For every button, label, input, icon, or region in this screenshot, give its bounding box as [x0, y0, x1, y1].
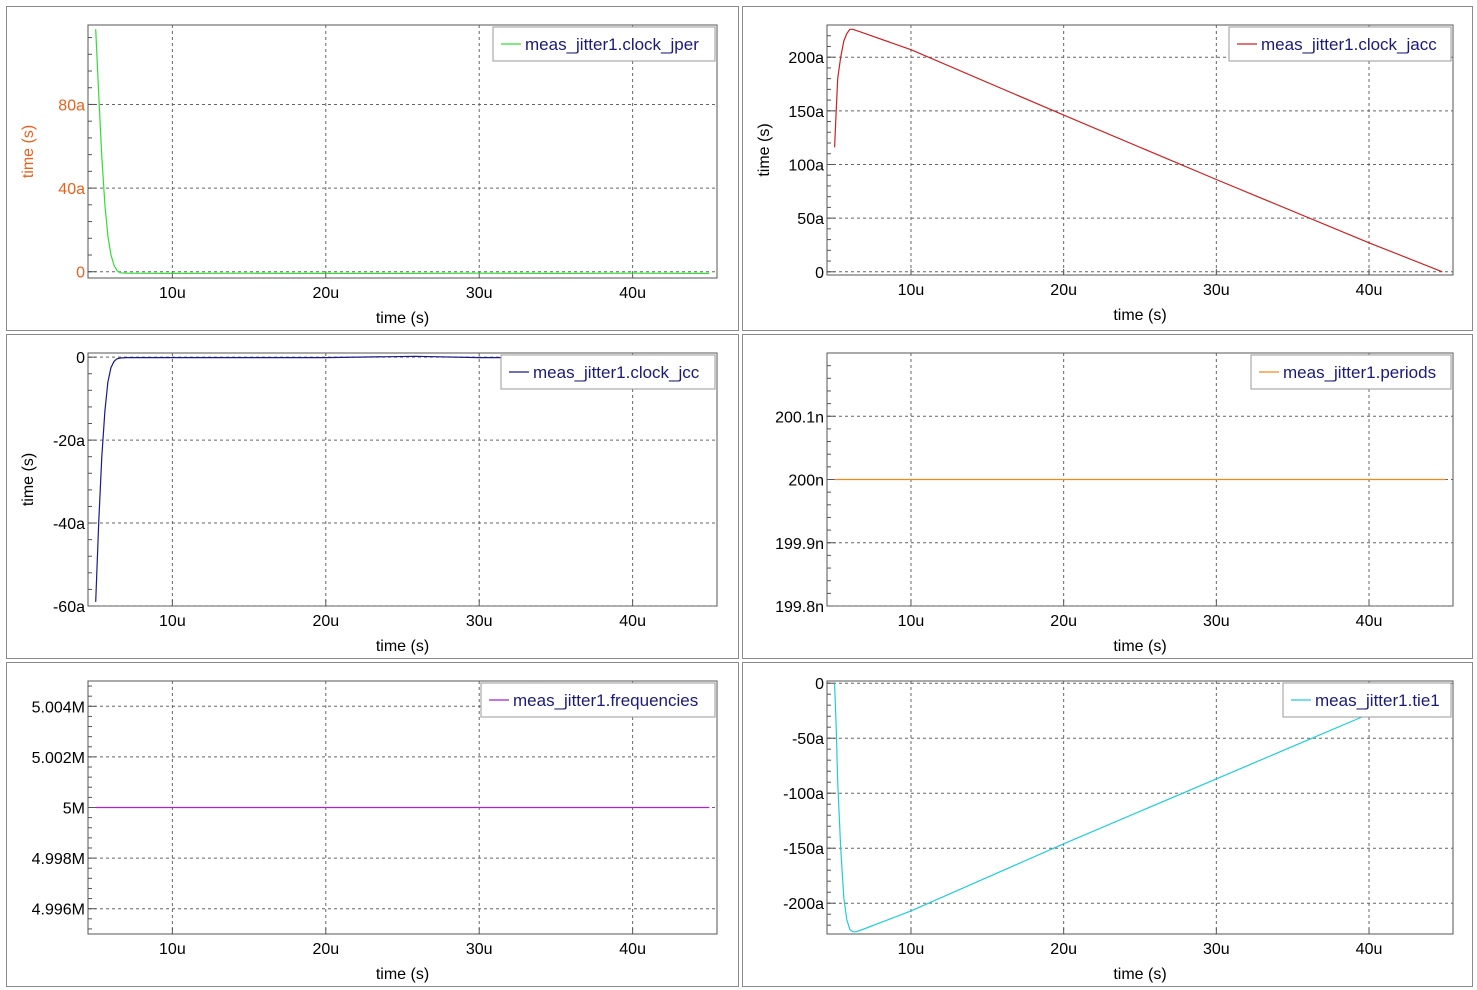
y-tick-label: 5M: [63, 801, 85, 818]
x-tick-label: 30u: [466, 285, 493, 302]
y-tick-label: 80a: [58, 97, 85, 114]
x-axis-title: time (s): [1113, 638, 1166, 655]
series-line: [95, 355, 710, 602]
x-tick-label: 20u: [312, 285, 339, 302]
x-tick-label: 40u: [1356, 613, 1383, 630]
y-tick-label: 0: [76, 350, 85, 367]
y-tick-label: 150a: [788, 104, 824, 121]
y-tick-label: 0: [76, 265, 85, 282]
y-tick-label: 100a: [788, 157, 824, 174]
y-tick-label: 0: [815, 265, 824, 282]
y-tick-label: -200a: [783, 896, 824, 913]
x-axis-title: time (s): [376, 966, 429, 983]
x-tick-label: 10u: [898, 282, 925, 299]
legend-label: meas_jitter1.periods: [1283, 363, 1436, 382]
x-tick-label: 40u: [619, 613, 646, 630]
y-tick-label: 200n: [788, 473, 824, 490]
x-tick-label: 30u: [1203, 282, 1230, 299]
chart-panel-clock-jper: 10u 20u 30u 40u 0 40a 80a meas_jitter1.clock_jp…: [6, 6, 739, 331]
series-line: [95, 29, 710, 274]
x-tick-label: 40u: [1356, 941, 1383, 958]
x-tick-label: 40u: [1356, 282, 1383, 299]
x-axis-title: time (s): [376, 310, 429, 327]
chart-panel-clock-jcc: 10u 20u 30u 40u -60a -40a -20a 0 meas_jitter1.cl…: [6, 334, 739, 659]
x-tick-label: 10u: [898, 941, 925, 958]
y-tick-label: 5.002M: [32, 750, 85, 767]
chart-svg: 10u 20u 30u 40u 0 40a 80a meas_jitter1.clock_jp…: [20, 24, 718, 327]
y-tick-label: 40a: [58, 181, 85, 198]
y-tick-label: -20a: [53, 433, 85, 450]
y-tick-label: 5.004M: [32, 699, 85, 716]
x-axis-title: time (s): [1113, 966, 1166, 983]
x-tick-label: 10u: [159, 285, 186, 302]
y-tick-label: -40a: [53, 516, 85, 533]
chart-panel-clock-jacc: 10u 20u 30u 40u 0 50a 100a 150a 200a meas_jitter1…: [742, 6, 1473, 331]
y-tick-label: -50a: [792, 731, 824, 748]
x-tick-label: 30u: [466, 941, 493, 958]
chart-svg: 10u 20u 30u 40u 0 50a 100a 150a 200a meas_jitter1…: [756, 24, 1454, 324]
x-tick-label: 20u: [312, 941, 339, 958]
x-tick-label: 40u: [619, 941, 646, 958]
plot-area: [87, 24, 718, 279]
y-tick-label: 4.998M: [32, 851, 85, 868]
x-tick-label: 40u: [619, 285, 646, 302]
x-tick-label: 30u: [466, 613, 493, 630]
x-tick-label: 20u: [1050, 613, 1077, 630]
legend-label: meas_jitter1.clock_jcc: [533, 363, 700, 382]
y-tick-label: 200.1n: [775, 409, 824, 426]
x-tick-label: 10u: [898, 613, 925, 630]
chart-svg: 10u 20u 30u 40u -60a -40a -20a 0 meas_jitter1.cl…: [20, 350, 718, 655]
y-axis-title: time (s): [20, 125, 37, 178]
chart-panel-periods: 10u 20u 30u 40u 199.8n 199.9n 200n 200.1n meas_j…: [742, 334, 1473, 659]
legend-box: [492, 26, 716, 62]
legend-box: [480, 682, 716, 718]
legend-box: [1250, 354, 1452, 390]
legend-label: meas_jitter1.clock_jper: [525, 35, 699, 54]
y-tick-label: -150a: [783, 841, 824, 858]
chart-svg: 10u 20u 30u 40u -200a -150a -100a -50a 0 meas_jit…: [783, 676, 1454, 983]
series-line: [834, 28, 1443, 273]
y-axis-title: time (s): [20, 453, 37, 506]
series-line: [834, 683, 1370, 933]
y-tick-label: 199.8n: [775, 599, 824, 616]
y-tick-label: 200a: [788, 50, 824, 67]
chart-panel-tie1: 10u 20u 30u 40u -200a -150a -100a -50a 0 meas_jit…: [742, 662, 1473, 987]
y-tick-label: 199.9n: [775, 536, 824, 553]
x-tick-label: 20u: [1050, 282, 1077, 299]
plot-area: [826, 680, 1454, 935]
legend-label: meas_jitter1.frequencies: [513, 691, 698, 710]
legend-box: [500, 354, 716, 390]
legend-label: meas_jitter1.clock_jacc: [1261, 35, 1437, 54]
x-tick-label: 30u: [1203, 613, 1230, 630]
x-tick-label: 30u: [1203, 941, 1230, 958]
y-tick-label: -100a: [783, 786, 824, 803]
x-tick-label: 10u: [159, 613, 186, 630]
chart-panel-frequencies: 10u 20u 30u 40u 4.996M 4.998M 5M 5.002M 5.004M me…: [6, 662, 739, 987]
x-axis-title: time (s): [1113, 307, 1166, 324]
x-tick-label: 20u: [1050, 941, 1077, 958]
y-axis-title: time (s): [756, 123, 773, 176]
legend-label: meas_jitter1.tie1: [1315, 691, 1440, 710]
y-tick-label: 0: [815, 676, 824, 693]
plot-area: [826, 24, 1454, 276]
chart-svg: 10u 20u 30u 40u 199.8n 199.9n 200n 200.1n meas_j…: [775, 352, 1454, 655]
x-tick-label: 10u: [159, 941, 186, 958]
x-tick-label: 20u: [312, 613, 339, 630]
y-tick-label: 50a: [797, 211, 824, 228]
chart-svg: 10u 20u 30u 40u 4.996M 4.998M 5M 5.002M 5.004M me…: [32, 680, 718, 983]
plot-area: [87, 352, 718, 607]
y-tick-label: -60a: [53, 599, 85, 616]
y-tick-label: 4.996M: [32, 902, 85, 919]
x-axis-title: time (s): [376, 638, 429, 655]
legend-box: [1228, 26, 1452, 62]
